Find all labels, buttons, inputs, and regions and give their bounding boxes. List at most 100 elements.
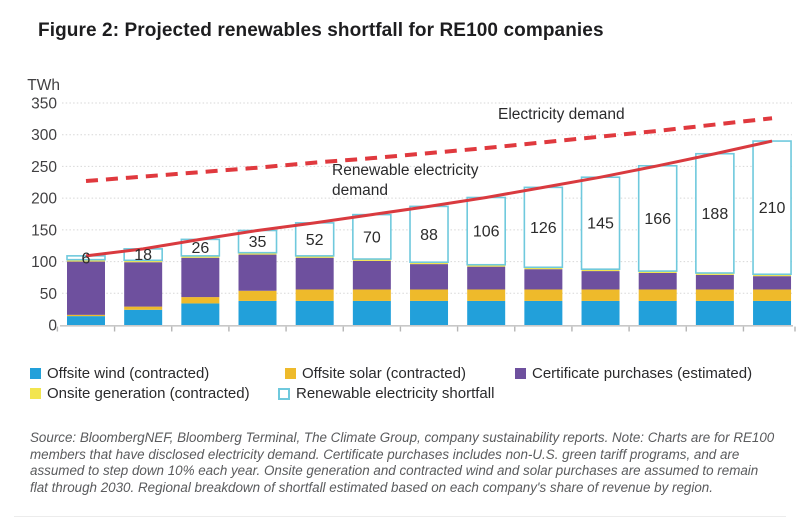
bar-segment-offsite-solar <box>238 290 277 301</box>
bar-segment-offsite-solar <box>410 289 449 301</box>
bar-segment-certificates <box>238 254 277 291</box>
onsite-generation-swatch-icon <box>30 388 41 399</box>
bar-segment-offsite-wind <box>352 300 391 325</box>
bar-segment-offsite-solar <box>695 289 734 301</box>
legend-label: Renewable electricity shortfall <box>296 385 495 402</box>
offsite-solar-swatch-icon <box>285 368 296 379</box>
electricity-demand-label: Electricity demand <box>498 106 625 123</box>
bar-segment-onsite-generation <box>753 274 792 277</box>
legend-item-offsite-solar: Offsite solar (contracted) <box>285 365 466 382</box>
bar-segment-offsite-solar <box>352 289 391 301</box>
bar-value-label: 188 <box>702 206 729 223</box>
bar-segment-offsite-solar <box>524 289 563 301</box>
bar-value-label: 126 <box>530 220 557 237</box>
bar-segment-certificates <box>295 257 334 290</box>
bar-value-label: 35 <box>249 234 267 251</box>
y-axis-tick-label: 150 <box>31 222 57 239</box>
certificates-swatch-icon <box>515 368 526 379</box>
bar-value-label: 210 <box>759 200 786 217</box>
bar-segment-shortfall <box>523 186 564 269</box>
bottom-divider <box>14 516 786 517</box>
y-axis-tick-label: 100 <box>31 254 57 271</box>
bar-segment-shortfall <box>637 164 678 272</box>
bar-segment-onsite-generation <box>410 262 449 265</box>
bar-value-label: 106 <box>473 224 500 241</box>
bar-segment-offsite-wind <box>67 316 105 325</box>
figure-title: Figure 2: Projected renewables shortfall… <box>38 20 604 41</box>
bar-segment-offsite-wind <box>295 300 334 325</box>
bar-segment-certificates <box>124 262 163 307</box>
bar-segment-offsite-solar <box>295 289 334 301</box>
bar-segment-shortfall <box>352 213 392 260</box>
legend-item-certificates: Certificate purchases (estimated) <box>515 365 752 382</box>
legend-item-onsite-generation: Onsite generation (contracted) <box>30 385 250 402</box>
bar-segment-certificates <box>695 274 734 290</box>
renewable-demand-label: Renewable electricity demand <box>332 162 479 199</box>
bar-segment-offsite-solar <box>638 289 677 301</box>
bar-segment-onsite-generation <box>352 259 391 261</box>
bar-segment-certificates <box>753 276 792 290</box>
bar-value-label: 88 <box>420 227 438 244</box>
bar-segment-offsite-wind <box>467 300 506 325</box>
bar-segment-offsite-solar <box>581 289 620 301</box>
bar-segment-offsite-wind <box>181 303 220 325</box>
renewable-demand-line <box>85 139 773 258</box>
bar-segment-onsite-generation <box>581 269 620 272</box>
y-axis-tick-label: 200 <box>31 191 57 208</box>
bar-segment-certificates <box>410 264 449 290</box>
bar-segment-offsite-wind <box>638 300 677 325</box>
bar-segment-offsite-solar <box>467 289 506 301</box>
bar-segment-offsite-wind <box>410 300 449 325</box>
shortfall-swatch-icon <box>278 387 290 400</box>
offsite-wind-swatch-icon <box>30 368 41 379</box>
bar-segment-offsite-solar <box>181 297 220 304</box>
bar-segment-offsite-solar <box>753 289 792 301</box>
bar-segment-onsite-generation <box>524 267 563 270</box>
y-axis-tick-label: 300 <box>31 127 57 144</box>
bar-segment-onsite-generation <box>238 252 277 255</box>
y-axis-tick-label: 0 <box>48 318 57 335</box>
bar-segment-shortfall <box>466 196 506 266</box>
bar-segment-shortfall <box>409 205 449 264</box>
bar-segment-certificates <box>352 260 391 290</box>
bar-value-label: 6 <box>82 250 91 267</box>
bar-segment-onsite-generation <box>67 259 105 262</box>
bar-segment-offsite-wind <box>695 300 734 325</box>
bar-segment-offsite-wind <box>238 300 277 325</box>
bar-value-label: 145 <box>587 216 614 233</box>
bar-value-label: 18 <box>134 247 152 264</box>
bar-segment-certificates <box>467 266 506 290</box>
bar-segment-onsite-generation <box>695 272 734 275</box>
bar-segment-offsite-wind <box>581 300 620 325</box>
bar-segment-certificates <box>524 269 563 290</box>
bar-segment-onsite-generation <box>295 255 334 258</box>
bar-segment-certificates <box>67 261 105 315</box>
bar-value-label: 52 <box>306 232 324 249</box>
bar-value-label: 26 <box>191 240 209 257</box>
legend-item-offsite-wind: Offsite wind (contracted) <box>30 365 209 382</box>
source-note: Source: BloombergNEF, Bloomberg Terminal… <box>30 430 775 495</box>
bar-segment-offsite-solar <box>67 314 105 317</box>
bar-segment-shortfall <box>752 140 792 276</box>
bar-segment-offsite-solar <box>124 306 163 310</box>
electricity-demand-line <box>85 116 773 184</box>
legend-label: Offsite wind (contracted) <box>47 365 210 382</box>
bar-segment-certificates <box>581 271 620 290</box>
y-axis-unit: TWh <box>27 77 60 94</box>
y-axis-tick-label: 50 <box>40 286 58 303</box>
y-axis-tick-label: 250 <box>31 159 57 176</box>
bar-segment-shortfall <box>580 176 621 270</box>
bar-segment-offsite-wind <box>524 300 563 325</box>
bar-value-label: 166 <box>644 211 671 228</box>
bar-segment-onsite-generation <box>124 260 163 263</box>
bar-value-label: 70 <box>363 229 381 246</box>
bar-segment-offsite-wind <box>753 300 792 325</box>
bar-segment-onsite-generation <box>467 264 506 267</box>
bar-segment-certificates <box>181 257 220 298</box>
y-axis-tick-label: 350 <box>31 95 57 112</box>
bar-segment-certificates <box>638 272 677 290</box>
legend-item-shortfall: Renewable electricity shortfall <box>278 385 494 402</box>
bar-segment-offsite-wind <box>124 309 163 325</box>
bar-segment-onsite-generation <box>181 255 220 258</box>
